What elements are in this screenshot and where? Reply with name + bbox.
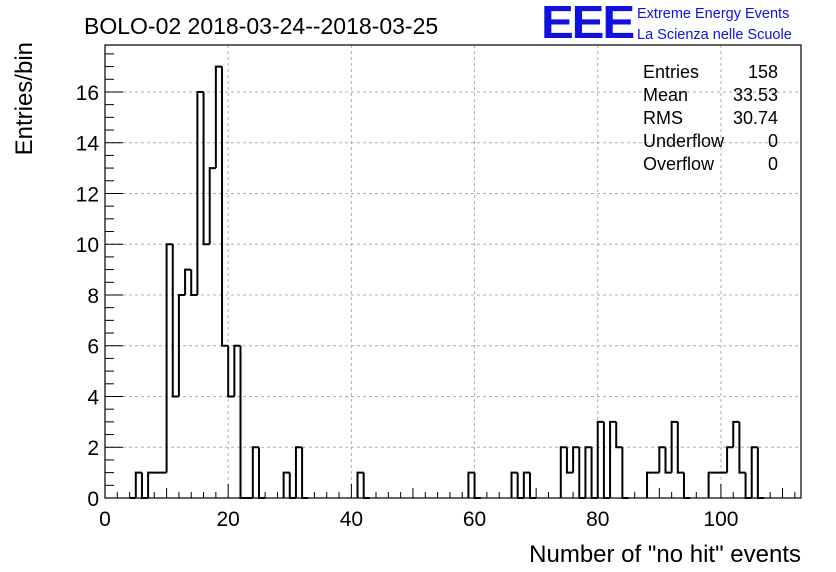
stats-value: 0 xyxy=(768,154,778,174)
y-tick-label: 10 xyxy=(76,234,99,257)
histogram-bin xyxy=(356,471,364,498)
y-tick-label: 0 xyxy=(87,488,99,511)
histogram-bin xyxy=(171,244,179,398)
histogram-bin xyxy=(670,420,678,473)
histogram-bin xyxy=(621,447,629,499)
eee-logo: EEE Extreme Energy Events La Scienza nel… xyxy=(541,0,792,48)
stats-value: 30.74 xyxy=(733,108,778,128)
plot-frame xyxy=(104,44,802,499)
histogram-bin xyxy=(707,471,715,498)
histogram-bin xyxy=(208,167,216,245)
histogram-bin xyxy=(572,446,580,473)
logo-line-1: Extreme Energy Events xyxy=(637,6,789,22)
histogram-bin xyxy=(190,269,198,296)
x-tick-label: 60 xyxy=(463,508,486,531)
x-tick-label: 40 xyxy=(340,508,363,531)
axis-ticks: 0 20 40 60 80 100 0 2 4 6 8 10 12 14 16 xyxy=(76,53,796,531)
x-axis-label: Number of "no hit" events xyxy=(529,541,801,568)
histogram-bin xyxy=(233,344,241,397)
stats-label: Overflow xyxy=(643,154,715,174)
histogram-bin xyxy=(282,471,290,498)
histogram-bin xyxy=(738,421,746,474)
histogram-bin xyxy=(362,472,370,499)
y-tick-label: 16 xyxy=(76,82,99,105)
histogram-bin xyxy=(510,471,518,498)
histogram-bin xyxy=(467,471,475,498)
y-tick-label: 4 xyxy=(87,386,99,409)
histogram-bin xyxy=(301,447,309,499)
chart-title: BOLO-02 2018-03-24--2018-03-25 xyxy=(84,13,438,39)
histogram-bin xyxy=(615,421,623,449)
histogram-bin xyxy=(756,447,765,499)
histogram-bin xyxy=(732,420,740,448)
stats-value: 33.53 xyxy=(733,85,778,105)
histogram-bin xyxy=(184,268,192,295)
histogram-bin xyxy=(559,446,567,498)
y-axis-label: Entries/bin xyxy=(11,42,38,155)
grid-lines xyxy=(105,45,801,498)
histogram-bin xyxy=(584,446,592,498)
histogram-bin xyxy=(239,345,247,499)
histogram-bin xyxy=(257,447,266,499)
y-tick-label: 8 xyxy=(87,285,99,308)
histogram-bin xyxy=(658,446,666,473)
histogram-bin xyxy=(196,90,204,295)
histogram-bin xyxy=(750,446,758,498)
x-tick-label: 0 xyxy=(99,508,111,531)
y-tick-label: 14 xyxy=(76,133,100,156)
histogram-bin xyxy=(227,345,235,398)
stats-label: RMS xyxy=(643,108,683,128)
histogram-bin xyxy=(134,471,142,498)
x-tick-label: 20 xyxy=(217,508,240,531)
x-tick-label: 80 xyxy=(586,508,609,531)
histogram-bin xyxy=(565,447,574,474)
histogram-bin xyxy=(609,420,617,498)
stats-value: 0 xyxy=(768,131,778,151)
histogram-bin xyxy=(646,471,654,498)
eee-logo-mark: EEE xyxy=(541,0,633,48)
histogram-bin xyxy=(177,293,186,397)
histogram-bin xyxy=(528,472,537,499)
x-tick-label: 100 xyxy=(703,508,738,531)
histogram-bin xyxy=(664,447,672,474)
logo-line-2: La Scienza nelle Scuole xyxy=(637,27,792,43)
histogram-bin xyxy=(147,471,155,498)
stats-label: Entries xyxy=(643,62,699,82)
stats-label: Mean xyxy=(643,85,688,105)
histogram-bin xyxy=(165,243,173,473)
histogram-bin xyxy=(596,420,604,498)
stats-box: Entries 158 Mean 33.53 RMS 30.74 Underflow 0 Ove… xyxy=(643,62,778,174)
histogram-bin xyxy=(221,66,229,347)
histogram-bin xyxy=(473,472,481,499)
histogram-bin xyxy=(522,471,530,498)
histogram-bin xyxy=(202,91,210,246)
histogram-bin xyxy=(251,446,259,498)
histogram-bin xyxy=(676,421,684,474)
y-tick-label: 12 xyxy=(76,183,99,206)
stats-value: 158 xyxy=(748,62,778,82)
histogram-bin xyxy=(682,472,691,499)
y-tick-label: 2 xyxy=(87,437,99,460)
histogram-bin xyxy=(214,65,223,169)
stats-label: Underflow xyxy=(643,131,725,151)
histogram-bin xyxy=(726,446,734,473)
histogram-bin xyxy=(294,446,303,498)
y-tick-label: 6 xyxy=(87,336,99,359)
